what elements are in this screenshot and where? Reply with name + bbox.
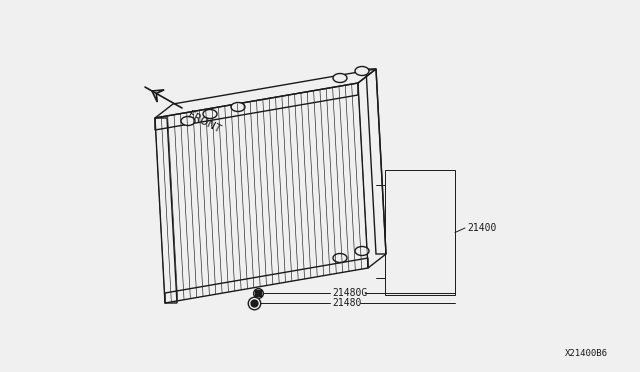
Polygon shape [152,90,164,102]
Text: X21400B6: X21400B6 [565,349,608,358]
Bar [385,170,455,295]
Ellipse shape [355,67,369,76]
Ellipse shape [355,247,369,256]
Text: FRONT: FRONT [186,110,222,135]
Ellipse shape [231,103,245,112]
Ellipse shape [333,253,347,263]
Text: 21480G: 21480G [332,288,367,298]
Text: 21480: 21480 [332,298,362,308]
Text: 21400: 21400 [467,223,497,233]
Ellipse shape [203,109,217,119]
Ellipse shape [333,74,347,83]
Ellipse shape [181,116,195,125]
